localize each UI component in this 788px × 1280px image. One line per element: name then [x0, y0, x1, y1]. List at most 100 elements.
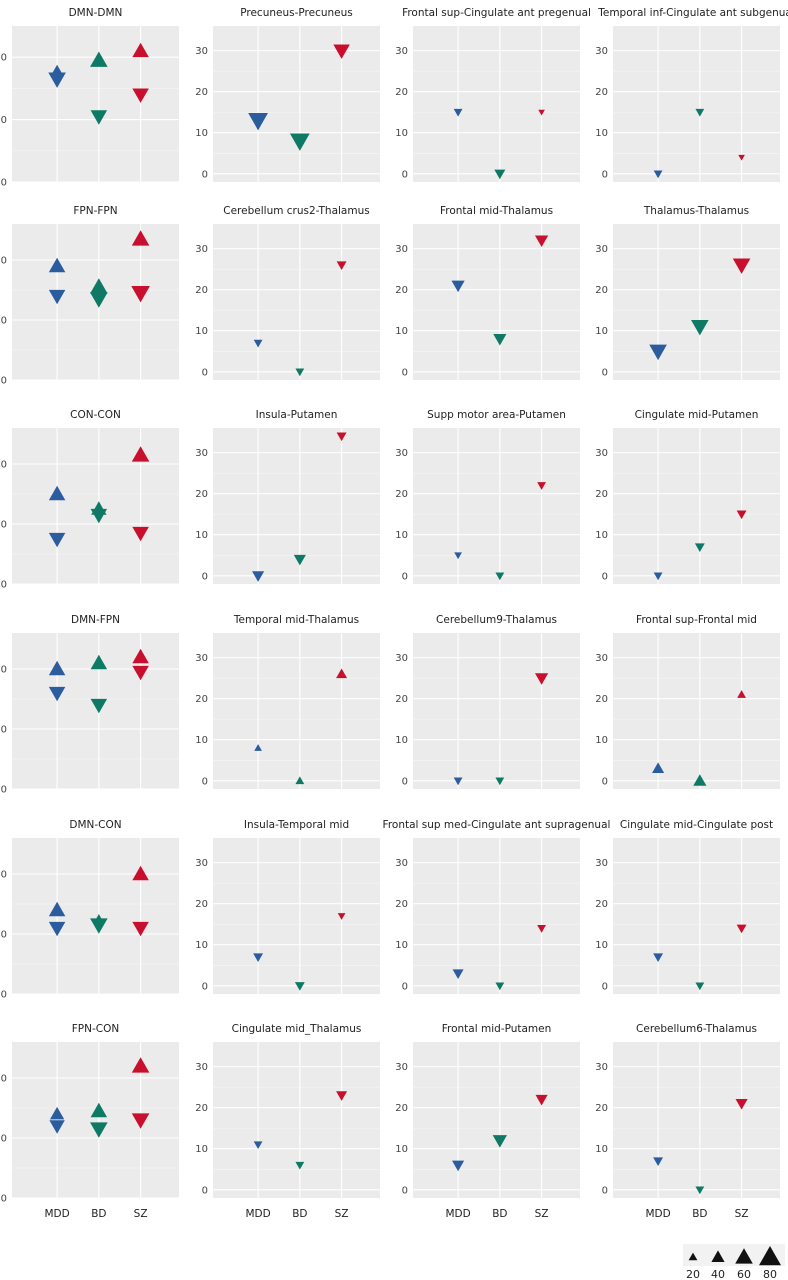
data-point-mdd-down	[451, 280, 465, 293]
facet-panel: Insula-Putamen 0 10 20 30	[195, 409, 380, 584]
data-point-bd-down	[695, 982, 705, 991]
data-point-mdd-down	[452, 969, 464, 979]
panel-background	[613, 428, 780, 584]
facet-title: Insula-Putamen	[256, 409, 338, 421]
facet-title: DMN-CON	[69, 819, 121, 831]
data-point-bd-down	[494, 169, 506, 180]
y-tick-label: 10	[195, 530, 208, 541]
data-point-bd-down	[691, 320, 709, 336]
data-point-mdd-down	[48, 921, 66, 937]
data-point-mdd-down	[454, 552, 462, 560]
panel-background	[12, 224, 179, 380]
y-tick-label: 40	[0, 870, 7, 881]
facet-panel: Frontal sup med-Cingulate ant supragenua…	[383, 819, 611, 994]
x-tick-label: SZ	[134, 1208, 148, 1220]
y-tick-label: 10	[595, 530, 608, 541]
y-tick-label: 0	[1, 580, 7, 591]
data-point-bd-up	[693, 774, 707, 786]
y-tick-label: 20	[0, 316, 7, 327]
facet-title: FPN-CON	[72, 1023, 119, 1035]
data-point-sz-down	[132, 665, 149, 681]
panel-background	[413, 838, 580, 994]
facet-title: Cingulate mid_Thalamus	[232, 1023, 362, 1035]
data-point-mdd-up	[254, 744, 262, 751]
y-tick-label: 10	[195, 940, 208, 951]
facet-panel: Frontal mid-Putamen 0 10 20 30 MDD BD SZ	[395, 1023, 580, 1220]
panel-background	[213, 224, 380, 380]
y-tick-label: 0	[402, 169, 408, 180]
facet-title: Frontal sup med-Cingulate ant supragenua…	[383, 819, 611, 831]
data-point-mdd-down	[248, 112, 268, 131]
y-tick-label: 0	[402, 571, 408, 582]
data-point-bd-down	[695, 108, 705, 117]
y-tick-label: 10	[395, 1144, 408, 1155]
facet-panel: Cerebellum9-Thalamus 0 10 20 30	[395, 614, 580, 789]
data-point-bd-down	[695, 1186, 705, 1195]
y-tick-label: 20	[595, 87, 608, 98]
data-point-mdd-down	[653, 170, 663, 179]
y-tick-label: 40	[0, 460, 7, 471]
data-point-sz-down	[736, 924, 747, 934]
data-point-sz-down	[132, 921, 149, 937]
data-point-mdd-up	[48, 660, 66, 676]
x-tick-label: BD	[492, 1208, 507, 1220]
data-point-bd-down	[90, 698, 108, 714]
panel-background	[213, 26, 380, 182]
data-point-mdd-down	[48, 532, 66, 548]
facet-title: Cingulate mid-Cingulate post	[620, 819, 773, 831]
y-tick-label: 20	[195, 1103, 208, 1114]
legend-size-symbol	[759, 1246, 781, 1266]
data-point-bd-down	[495, 572, 505, 581]
y-tick-label: 30	[595, 244, 608, 255]
data-point-mdd-down	[653, 572, 663, 581]
y-tick-label: 20	[195, 694, 208, 705]
y-tick-label: 30	[595, 448, 608, 459]
y-tick-label: 10	[595, 326, 608, 337]
panel-background	[213, 428, 380, 584]
facet-panel: DMN-CON 0 20 40	[0, 819, 179, 1001]
y-tick-label: 0	[602, 571, 608, 582]
facet-title: Insula-Temporal mid	[244, 819, 349, 831]
y-tick-label: 20	[395, 489, 408, 500]
data-point-sz-down	[337, 913, 346, 920]
panel-background	[613, 1042, 780, 1198]
x-tick-label: BD	[692, 1208, 707, 1220]
y-tick-label: 20	[0, 520, 7, 531]
y-tick-label: 30	[595, 46, 608, 57]
y-tick-label: 20	[395, 899, 408, 910]
facet-panel: Thalamus-Thalamus 0 10 20 30	[595, 205, 780, 380]
y-tick-label: 30	[195, 653, 208, 664]
data-point-mdd-down	[253, 339, 263, 348]
panel-background	[213, 633, 380, 789]
y-tick-label: 20	[0, 115, 7, 126]
y-tick-label: 20	[595, 899, 608, 910]
x-tick-label: SZ	[735, 1208, 749, 1220]
y-tick-label: 30	[395, 244, 408, 255]
panel-background	[12, 26, 179, 182]
data-point-bd-down	[90, 508, 108, 524]
x-tick-label: BD	[292, 1208, 307, 1220]
y-tick-label: 10	[195, 326, 208, 337]
facet-title: Cingulate mid-Putamen	[635, 409, 759, 421]
data-point-sz-down	[333, 44, 350, 59]
y-tick-label: 0	[1, 178, 7, 189]
x-tick-label: MDD	[44, 1208, 69, 1220]
y-tick-label: 0	[602, 981, 608, 992]
panel-background	[413, 224, 580, 380]
data-point-mdd-up	[48, 485, 66, 501]
panel-background	[613, 838, 780, 994]
data-point-sz-down	[537, 925, 546, 933]
y-tick-label: 0	[1, 990, 7, 1001]
y-tick-label: 20	[195, 899, 208, 910]
panel-background	[12, 838, 179, 994]
y-tick-label: 40	[0, 665, 7, 676]
data-point-mdd-down	[653, 953, 664, 963]
data-point-bd-down	[294, 982, 305, 991]
facet-title: CON-CON	[70, 409, 121, 421]
y-tick-label: 0	[202, 571, 208, 582]
y-tick-label: 10	[595, 735, 608, 746]
data-point-mdd-up	[48, 257, 66, 273]
panel-background	[413, 26, 580, 182]
y-tick-label: 30	[195, 858, 208, 869]
y-tick-label: 30	[595, 1062, 608, 1073]
